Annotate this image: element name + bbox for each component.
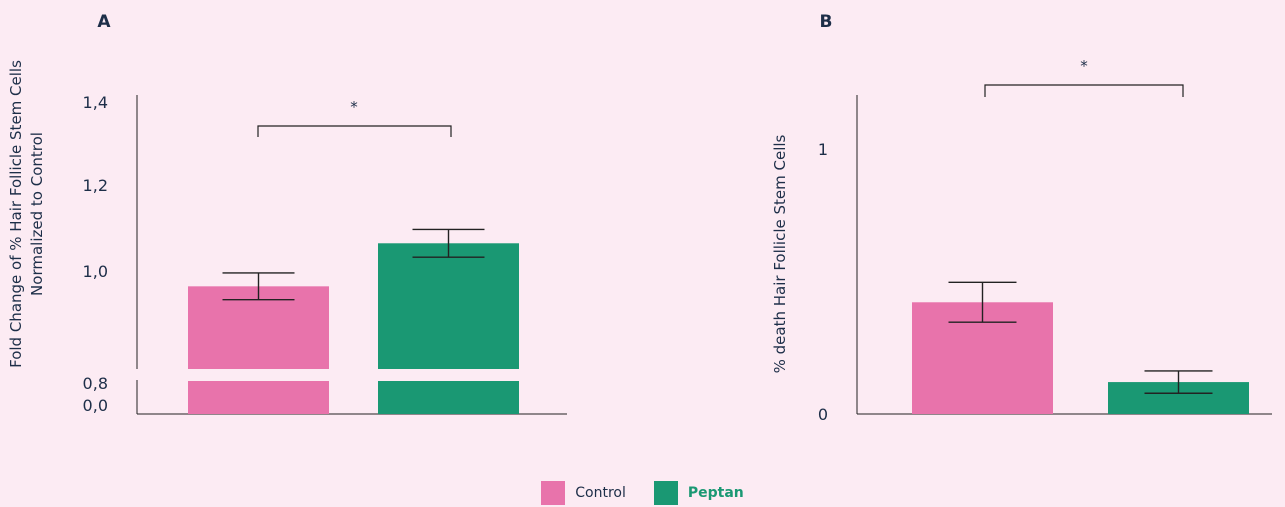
- legend-swatch-peptan: [653, 481, 678, 505]
- panel-b-label: B: [820, 12, 833, 32]
- legend-item-control: Control: [541, 481, 626, 505]
- panel-b-significance-bracket: [984, 84, 1184, 97]
- panel-a-bar-control-base: [188, 381, 329, 414]
- legend: Control Peptan: [0, 481, 1285, 505]
- panel-a-bar-peptan: [378, 243, 519, 369]
- panel-b-ytick-1: 1: [818, 140, 828, 159]
- panel-b-errorbar-control: [948, 281, 1017, 323]
- panel-a-ytick-0-0: 0,0: [83, 396, 108, 415]
- panel-a-ytick-0-8: 0,8: [83, 374, 108, 393]
- legend-label-control: Control: [575, 485, 626, 501]
- panel-a-bar-peptan-base: [378, 381, 519, 414]
- panel-a-ytick-1-0: 1,0: [83, 262, 108, 281]
- panel-b-ytick-0: 0: [818, 405, 828, 424]
- panel-a: A Fold Change of % Hair Follicle Stem Ce…: [7, 12, 567, 415]
- panel-a-ylabel-line1: Fold Change of % Hair Follicle Stem Cell…: [7, 60, 25, 368]
- panel-a-significance-bracket: [257, 125, 452, 137]
- legend-label-peptan: Peptan: [687, 485, 744, 501]
- panel-b-ylabel: % death Hair Follicle Stem Cells: [771, 134, 789, 373]
- panel-b: B % death Hair Follicle Stem Cells 1 0 *: [771, 12, 1272, 424]
- panel-a-errorbar-peptan: [412, 228, 485, 258]
- panel-a-ytick-1-4: 1,4: [83, 93, 108, 112]
- panel-a-ylabel-line2: Normalized to Control: [28, 132, 46, 296]
- panel-b-errorbar-peptan: [1144, 370, 1213, 394]
- panel-a-errorbar-control: [222, 272, 295, 301]
- panel-a-significance-marker: *: [350, 98, 358, 116]
- panel-b-significance-marker: *: [1080, 57, 1088, 75]
- panel-a-ytick-1-2: 1,2: [83, 176, 108, 195]
- legend-swatch-control: [541, 481, 566, 505]
- legend-item-peptan: Peptan: [653, 481, 744, 505]
- panel-a-label: A: [97, 12, 111, 32]
